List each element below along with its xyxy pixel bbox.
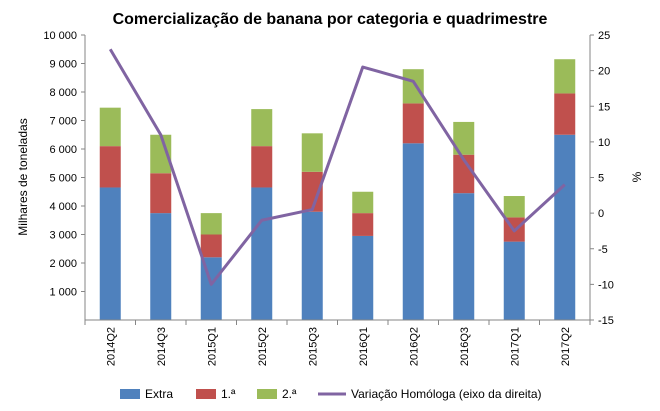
y2-tick-label: 10 — [598, 137, 610, 149]
bar-2-0 — [99, 107, 121, 147]
bar-1-5 — [352, 213, 374, 236]
bar-1-1 — [150, 173, 172, 214]
bar-2-7 — [453, 121, 475, 155]
bar-0-8 — [503, 241, 525, 320]
bar-2-9 — [554, 59, 576, 94]
y-tick-label: 7 000 — [49, 116, 77, 128]
bar-1-6 — [402, 103, 424, 144]
bar-0-1 — [150, 213, 172, 320]
bar-0-4 — [301, 211, 323, 320]
y2-tick-label: 20 — [598, 66, 610, 78]
y2-tick-label: 5 — [598, 173, 604, 185]
bar-2-4 — [301, 133, 323, 172]
bar-2-1 — [150, 134, 172, 174]
bar-2-8 — [503, 196, 525, 218]
series-line-variacao — [108, 48, 566, 286]
x-tick-label: 2016Q3 — [459, 327, 471, 366]
legend-label-1: 1.ª — [221, 387, 236, 401]
x-tick-label: 2015Q2 — [257, 327, 269, 366]
legend-swatch-2 — [257, 389, 277, 399]
y2-axis-label: % — [630, 171, 644, 182]
x-tick-label: 2016Q1 — [358, 327, 370, 366]
bar-1-7 — [453, 154, 475, 194]
bar-0-6 — [402, 143, 424, 320]
bar-0-0 — [99, 187, 121, 320]
y2-tick-label: 0 — [598, 208, 604, 220]
y2-tick-label: 15 — [598, 101, 610, 113]
y-tick-label: 9 000 — [49, 59, 77, 71]
y2-tick-label: 25 — [598, 30, 610, 42]
y-tick-label: 5 000 — [49, 173, 77, 185]
chart-title: Comercialização de banana por categoria … — [113, 11, 548, 28]
legend: Extra 1.ª 2.ª Variação Homóloga (eixo da di… — [120, 387, 542, 401]
y2-tick-label: -15 — [598, 315, 614, 327]
legend-label-2: 2.ª — [282, 387, 297, 401]
bar-2-5 — [352, 191, 374, 214]
y-tick-label: 1 000 — [49, 287, 77, 299]
x-tick-label: 2017Q2 — [560, 327, 572, 366]
bar-2-6 — [402, 69, 424, 104]
x-tick-label: 2015Q1 — [206, 327, 218, 366]
bar-0-3 — [251, 187, 273, 320]
plot-layer — [99, 48, 576, 320]
x-tick-label: 2016Q2 — [408, 327, 420, 366]
y-tick-label: 10 000 — [43, 30, 77, 42]
bar-2-3 — [251, 109, 273, 147]
legend-swatch-0 — [120, 389, 140, 399]
bar-0-7 — [453, 193, 475, 320]
y-tick-label: 3 000 — [49, 230, 77, 242]
bar-0-9 — [554, 134, 576, 320]
axes-layer: 1 000 2 000 3 000 4 000 5 000 6 000 7 000 8 000… — [43, 30, 614, 366]
bar-1-0 — [99, 146, 121, 188]
legend-label-3: Variação Homóloga (eixo da direita) — [351, 387, 542, 401]
y-tick-label: 4 000 — [49, 201, 77, 213]
x-tick-label: 2014Q3 — [156, 327, 168, 366]
y-tick-label: 6 000 — [49, 144, 77, 156]
legend-swatch-1 — [196, 389, 216, 399]
bar-1-4 — [301, 171, 323, 212]
y2-tick-label: -10 — [598, 279, 614, 291]
bar-1-9 — [554, 93, 576, 135]
x-tick-label: 2017Q1 — [509, 327, 521, 366]
y2-tick-label: -5 — [598, 244, 608, 256]
bar-1-2 — [200, 234, 222, 258]
x-tick-label: 2015Q3 — [307, 327, 319, 366]
bar-2-2 — [200, 213, 222, 235]
bar-0-5 — [352, 235, 374, 320]
legend-label-0: Extra — [145, 387, 173, 401]
y-tick-label: 2 000 — [49, 258, 77, 270]
y-axis-label: Milhares de toneladas — [16, 118, 30, 235]
y-tick-label: 8 000 — [49, 87, 77, 99]
x-tick-label: 2014Q2 — [105, 327, 117, 366]
bar-1-3 — [251, 146, 273, 188]
